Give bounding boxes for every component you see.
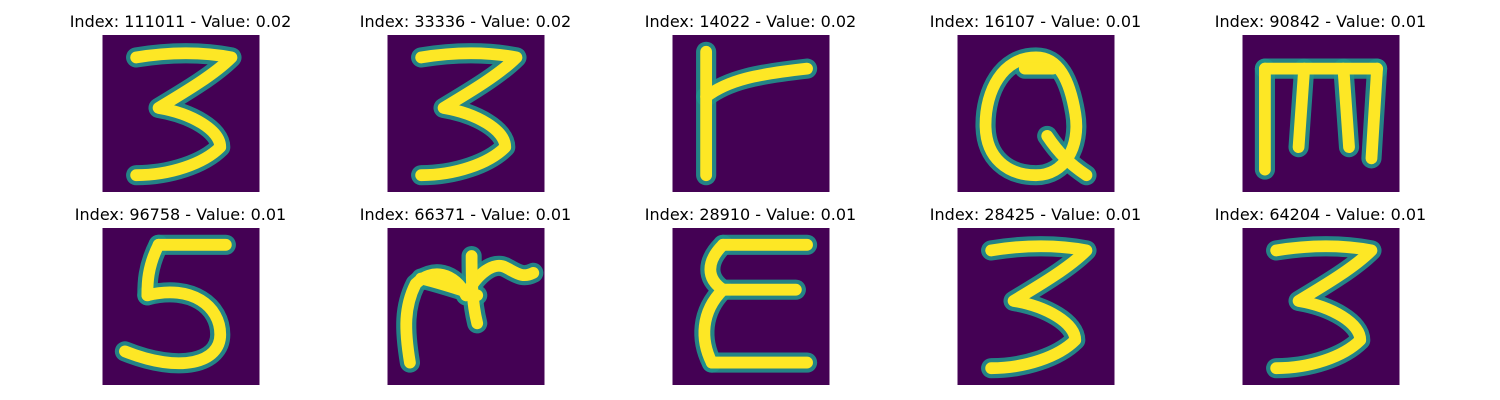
stroke-core (1292, 62, 1310, 154)
digit-image (957, 35, 1114, 192)
digit-image (102, 35, 259, 192)
panel: Index: 111011 - Value: 0.02 (38, 0, 323, 192)
digit-image (1242, 35, 1399, 192)
stroke-core (979, 51, 1082, 182)
panel: Index: 64204 - Value: 0.01 (1178, 193, 1463, 385)
stroke-core (1365, 62, 1383, 165)
stroke-core (414, 47, 522, 182)
stroke-core (698, 283, 729, 369)
panel-title: Index: 14022 - Value: 0.02 (644, 12, 857, 31)
panel: Index: 90842 - Value: 0.01 (1178, 0, 1463, 192)
panel-title: Index: 111011 - Value: 0.02 (69, 12, 292, 31)
digit-image (957, 228, 1114, 385)
panel-title: Index: 16107 - Value: 0.01 (929, 12, 1142, 31)
digit-image (672, 228, 829, 385)
panel-title: Index: 28425 - Value: 0.01 (929, 205, 1142, 224)
panel: Index: 16107 - Value: 0.01 (893, 0, 1178, 192)
panel: Index: 28425 - Value: 0.01 (893, 193, 1178, 385)
stroke-core (118, 286, 226, 370)
panel-title: Index: 64204 - Value: 0.01 (1214, 205, 1427, 224)
panel-title: Index: 90842 - Value: 0.01 (1214, 12, 1427, 31)
panel: Index: 28910 - Value: 0.01 (608, 193, 893, 385)
stroke-core (414, 272, 483, 302)
digit-image (102, 228, 259, 385)
digit-image (387, 228, 544, 385)
stroke-core (1337, 62, 1355, 154)
digit-image (1242, 228, 1399, 385)
stroke-core (699, 62, 813, 103)
digit-image (672, 35, 829, 192)
stroke-core (1269, 240, 1377, 375)
digit-image (387, 35, 544, 192)
stroke-core (1040, 130, 1092, 182)
panel-title: Index: 96758 - Value: 0.01 (74, 205, 287, 224)
panel-title: Index: 66371 - Value: 0.01 (359, 205, 572, 224)
image-background (672, 35, 829, 192)
panel: Index: 33336 - Value: 0.02 (323, 0, 608, 192)
panel: Index: 66371 - Value: 0.01 (323, 193, 608, 385)
stroke-core (984, 240, 1092, 375)
stroke-core (129, 47, 237, 182)
panel: Index: 96758 - Value: 0.01 (38, 193, 323, 385)
panel: Index: 14022 - Value: 0.02 (608, 0, 893, 192)
panel-title: Index: 28910 - Value: 0.01 (644, 205, 857, 224)
stroke-core (399, 268, 472, 369)
panel-title: Index: 33336 - Value: 0.02 (359, 12, 572, 31)
